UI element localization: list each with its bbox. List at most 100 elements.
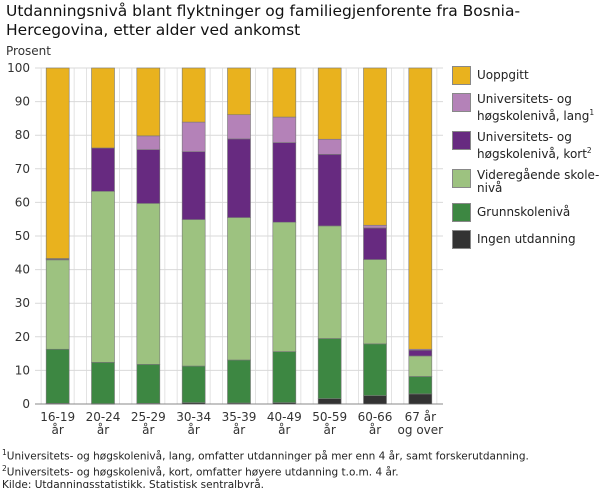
x-tick-label: 40-49	[267, 410, 302, 424]
footnote-2: 2Universitets- og høgskolenivå, kort, om…	[2, 463, 529, 479]
legend-item: Universitets- og høgskolenivå, kort2	[452, 131, 610, 161]
y-tick-label: 10	[15, 363, 30, 377]
x-tick-label: år	[278, 423, 290, 437]
x-tick-label: 20-24	[86, 410, 121, 424]
bar-segment	[136, 149, 161, 204]
bar-segment	[272, 116, 297, 143]
bar-segment	[91, 362, 115, 404]
bar-segment	[45, 348, 70, 404]
x-tick-label: år	[142, 423, 154, 437]
y-tick-label: 60	[15, 195, 30, 209]
x-tick-label: 16-19	[40, 410, 75, 424]
y-tick-label: 30	[15, 296, 30, 310]
bar-segment	[363, 395, 387, 405]
source: Kilde: Utdanningsstatistikk, Statistisk …	[2, 479, 265, 488]
legend-label-line: Universitets- og	[477, 130, 572, 144]
legend-swatch	[452, 203, 471, 222]
chart-plot: 010203040506070809010016-19år20-24år25-2…	[7, 61, 444, 437]
legend-label-line: høgskolenivå, kort2	[477, 146, 592, 161]
y-axis-label: Prosent	[6, 44, 51, 58]
y-tick-label: 80	[15, 128, 30, 142]
x-tick-label: og over	[398, 423, 444, 437]
legend-label-line: høgskolenivå, lang1	[477, 108, 595, 123]
bar-segment	[363, 227, 387, 260]
legend-label-line: nivå	[477, 181, 503, 195]
legend-item: Grunnskolenivå	[452, 203, 610, 222]
bar-segment	[91, 67, 115, 149]
bar-segment	[181, 151, 206, 220]
x-tick-label: 67 år	[405, 410, 436, 424]
bar-segment	[408, 349, 433, 357]
bar-segment	[227, 359, 251, 404]
legend-label: Videregående skole-nivå	[477, 169, 599, 195]
x-tick-label: 50-59	[312, 410, 347, 424]
x-tick-label: år	[324, 423, 336, 437]
legend-label-line: Grunnskolenivå	[477, 205, 571, 219]
bar-segment	[317, 67, 342, 140]
bar-segment	[181, 67, 206, 123]
bar-segment	[91, 147, 115, 192]
legend-label: Grunnskolenivå	[477, 203, 570, 219]
bar-segment	[363, 224, 387, 229]
y-tick-label: 100	[7, 61, 30, 75]
footnote-2-marker: 2	[2, 464, 7, 473]
footnote-1-marker: 1	[2, 448, 7, 457]
bar-segment	[363, 343, 387, 396]
bar-segment	[227, 114, 251, 140]
bar-segment	[408, 355, 433, 377]
bar-segment	[363, 259, 387, 345]
legend-label-line: Ingen utdanning	[477, 232, 576, 246]
x-tick-label: 25-29	[131, 410, 166, 424]
bar-segment	[181, 365, 206, 403]
x-tick-label: 30-34	[176, 410, 211, 424]
legend-swatch	[452, 131, 471, 150]
legend-item: Videregående skole-nivå	[452, 169, 610, 195]
legend-item: Ingen utdanning	[452, 230, 610, 249]
bar-segment	[272, 351, 297, 403]
y-tick-label: 70	[15, 162, 30, 176]
legend-item: Uoppgitt	[452, 66, 610, 85]
bar-segment	[317, 138, 342, 155]
bar-segment	[317, 398, 342, 405]
bar-segment	[227, 217, 251, 361]
x-tick-label: år	[52, 423, 64, 437]
y-tick-label: 20	[15, 330, 30, 344]
bar-segment	[181, 121, 206, 152]
bar-segment	[317, 338, 342, 399]
bar-segment	[136, 135, 161, 150]
legend-label: Ingen utdanning	[477, 230, 576, 246]
x-tick-label: 35-39	[222, 410, 257, 424]
bar-segment	[317, 225, 342, 339]
legend-swatch	[452, 93, 471, 112]
legend: Uoppgitt Universitets- og høgskolenivå, la…	[452, 66, 610, 257]
bar-segment	[136, 67, 161, 137]
bar-segment	[45, 67, 70, 259]
legend-item: Universitets- og høgskolenivå, lang1	[452, 93, 610, 123]
footnote-1-text: Universitets- og høgskolenivå, lang, omf…	[6, 450, 529, 463]
x-tick-label: år	[188, 423, 200, 437]
bar-segment	[272, 142, 297, 223]
bar-segment	[272, 67, 297, 118]
bar-segment	[227, 138, 251, 218]
chart-title: Utdanningsnivå blant flyktninger og fami…	[6, 2, 521, 39]
bar-segment	[408, 67, 433, 350]
y-tick-label: 40	[15, 263, 30, 277]
bar-segment	[317, 154, 342, 227]
x-tick-label: år	[233, 423, 245, 437]
y-tick-label: 0	[22, 397, 30, 411]
legend-swatch	[452, 66, 471, 85]
x-tick-label: år	[97, 423, 109, 437]
bar-segment	[227, 67, 251, 116]
bar-segment	[91, 191, 115, 363]
legend-label: Universitets- og høgskolenivå, kort2	[477, 131, 592, 161]
bar-segment	[181, 219, 206, 367]
bar-segment	[408, 393, 433, 405]
legend-label: Uoppgitt	[477, 66, 529, 82]
bar-segment	[272, 221, 297, 352]
bar-segment	[408, 376, 433, 395]
footnotes: 1Universitets- og høgskolenivå, lang, om…	[2, 447, 529, 488]
bar-segment	[136, 203, 161, 365]
legend-label-line: Universitets- og	[477, 92, 572, 106]
legend-label-line: Uoppgitt	[477, 68, 529, 82]
